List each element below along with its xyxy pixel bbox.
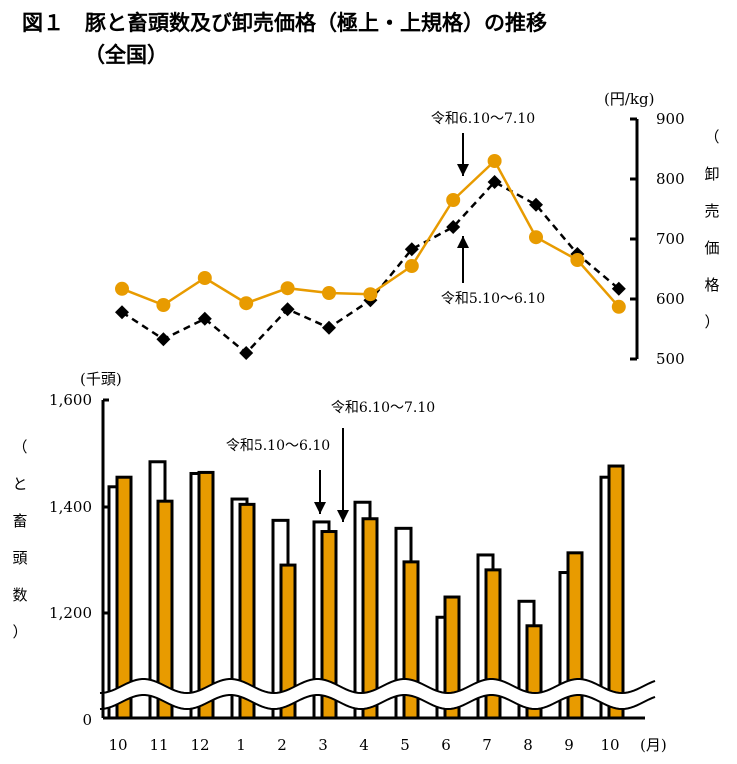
slaughter-annotation-previous: 令和5.10～6.10 — [226, 438, 330, 454]
slaughter-axis-label-char: 数 — [12, 586, 27, 604]
price-point-current — [446, 193, 461, 207]
slaughter-axis-label-char: 畜 — [12, 512, 27, 530]
price-point-previous — [197, 311, 212, 326]
axis-break-line-upper — [99, 678, 656, 695]
x-tick-label: 4 — [359, 736, 369, 754]
bar-current — [361, 517, 379, 720]
price-point-current — [239, 296, 254, 311]
price-unit: (円/kg) — [604, 90, 654, 108]
price-point-current — [529, 230, 543, 245]
x-tick-label: 8 — [523, 736, 533, 754]
price-point-previous — [446, 220, 461, 234]
price-point-previous — [115, 305, 129, 320]
x-tick-label: 5 — [400, 736, 410, 754]
chart-title: 図１ 豚と畜頭数及び卸売価格（極上・上規格）の推移 — [22, 11, 547, 35]
price-point-previous — [280, 302, 295, 317]
chart-subtitle: （全国） — [84, 43, 168, 67]
x-tick-label: 11 — [149, 736, 168, 754]
price-point-previous — [529, 197, 543, 212]
x-tick-label: 3 — [318, 736, 328, 754]
price-point-current — [156, 298, 171, 312]
price-line-current — [121, 158, 620, 308]
slaughter-arrow-previous-head — [314, 502, 326, 514]
price-annotation-current: 令和6.10～7.10 — [431, 111, 535, 127]
price-point-previous — [611, 281, 626, 296]
price-arrow-current-head — [457, 164, 469, 176]
price-point-previous — [487, 175, 502, 189]
price-axis-label-char: 売 — [704, 202, 719, 220]
price-tick-label: 800 — [656, 170, 685, 188]
price-axis-label-char: ） — [704, 313, 719, 331]
slaughter-tick-label: 1,400 — [49, 498, 92, 516]
price-tick-label: 700 — [656, 230, 685, 248]
axis-break-band — [100, 679, 655, 709]
price-annotation-previous: 令和5.10～6.10 — [441, 291, 545, 307]
slaughter-unit: (千頭) — [80, 370, 122, 388]
x-tick-label: 12 — [190, 736, 209, 754]
slaughter-tick-label: 0 — [82, 711, 92, 729]
price-tick-label: 900 — [656, 110, 685, 128]
x-tick-label: 9 — [564, 736, 574, 754]
price-axis-label-char: 価 — [704, 239, 719, 257]
x-unit: (月) — [640, 736, 667, 754]
x-tick-label: 1 — [236, 736, 246, 754]
price-chart: (円/kg) 令和6.10～7.10 令和5.10～6.10 900 800 700… — [115, 90, 720, 368]
price-point-current — [404, 259, 419, 273]
x-tick-label: 10 — [600, 736, 619, 754]
price-point-previous — [156, 332, 171, 347]
bar-current — [197, 470, 215, 720]
price-point-current — [322, 286, 336, 300]
price-axis-label-char: 卸 — [704, 165, 719, 183]
x-tick-label: 7 — [482, 736, 492, 754]
price-point-current — [570, 253, 585, 267]
price-axis-label-char: 格 — [704, 276, 719, 294]
axis-break-line-lower — [99, 694, 656, 711]
price-point-current — [487, 154, 502, 168]
slaughter-arrow-current-head — [337, 510, 349, 522]
price-line-previous — [121, 180, 620, 355]
x-tick-label: 6 — [441, 736, 451, 754]
slaughter-axis-label-char: と — [12, 475, 27, 493]
price-tick-label: 600 — [656, 290, 685, 308]
price-point-current — [611, 299, 626, 314]
slaughter-axis-label-char: 頭 — [12, 549, 27, 567]
slaughter-tick-label: 1,600 — [49, 391, 92, 409]
slaughter-annotation-current: 令和6.10～7.10 — [331, 400, 435, 416]
slaughter-axis-label-char: ） — [12, 623, 27, 641]
price-point-current — [197, 271, 212, 285]
x-tick-label: 10 — [108, 736, 127, 754]
x-tick-label: 2 — [277, 736, 287, 754]
price-point-current — [280, 281, 295, 296]
price-arrow-previous-head — [457, 236, 469, 248]
price-point-previous — [322, 320, 336, 335]
bar-current — [607, 464, 625, 720]
price-point-previous — [404, 242, 419, 257]
price-point-current — [115, 281, 129, 296]
price-point-current — [363, 287, 378, 302]
price-axis-label-char: （ — [704, 128, 719, 146]
price-tick-label: 500 — [656, 350, 685, 368]
price-point-previous — [239, 346, 254, 360]
slaughter-axis-label-char: （ — [12, 438, 27, 456]
slaughter-chart: (千頭) 令和6.10～7.10 令和5.10～6.10 (月) 10 11 12 1… — [12, 370, 666, 754]
slaughter-tick-label: 1,200 — [49, 604, 92, 622]
